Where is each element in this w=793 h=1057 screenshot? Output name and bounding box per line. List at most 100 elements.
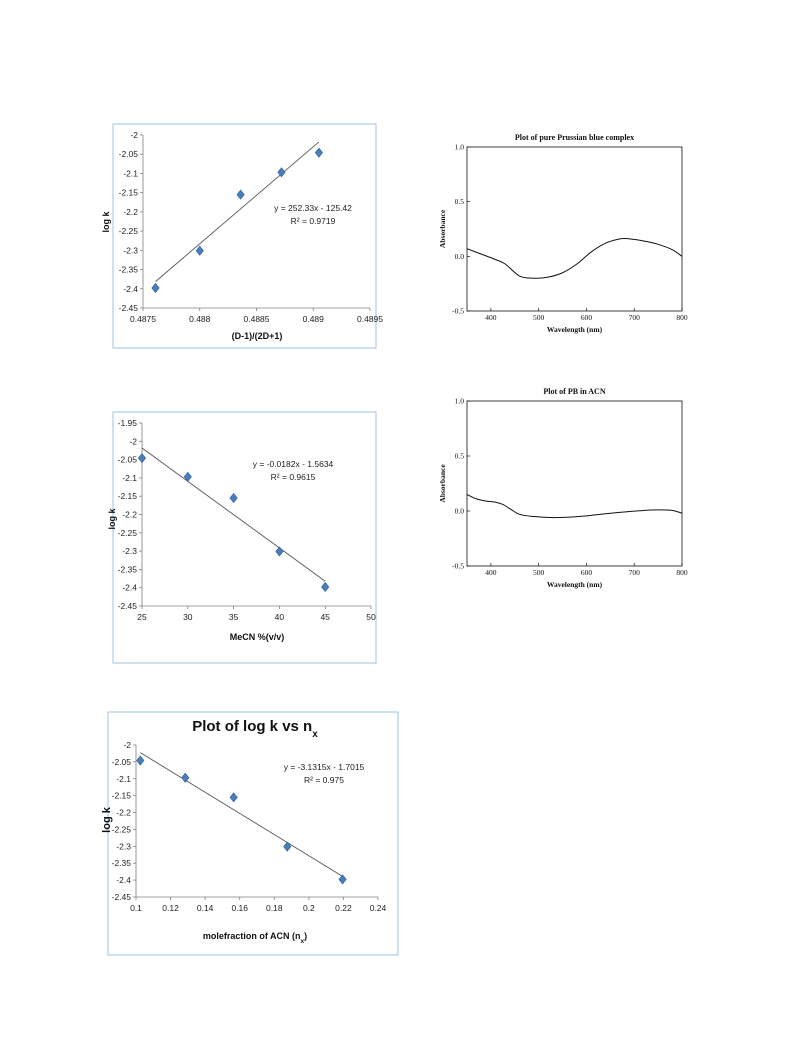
- trendline: [140, 752, 343, 877]
- x-tick-label: 0.18: [266, 903, 283, 913]
- plot-box: [466, 400, 683, 567]
- x-tick-label: 30: [183, 612, 193, 622]
- x-tick-label: 0.22: [335, 903, 352, 913]
- data-point: [321, 581, 330, 593]
- x-tick-label: 0.16: [231, 903, 248, 913]
- trendline: [155, 141, 320, 282]
- x-axis-label: molefraction of ACN (nx): [203, 931, 307, 945]
- y-tick-label: 1.0: [455, 397, 465, 406]
- y-tick-label: -2.15: [112, 791, 132, 801]
- data-point: [338, 874, 347, 885]
- y-tick-label: -2.1: [122, 473, 137, 483]
- x-axis-label-tail: ): [304, 931, 307, 941]
- chart-title-subscript: x: [312, 729, 318, 740]
- x-axis-label-subscript: x: [301, 938, 305, 945]
- y-tick-label: -1.95: [118, 418, 138, 428]
- x-tick-label: 45: [320, 612, 330, 622]
- x-tick-label: 0.4875: [130, 314, 156, 324]
- y-tick-label: -2.2: [116, 808, 131, 818]
- y-tick-label: -2.2: [123, 207, 138, 217]
- x-tick-label: 0.14: [197, 903, 214, 913]
- y-axis-label: Absorbance: [438, 209, 447, 248]
- x-tick-label: 700: [629, 568, 641, 577]
- data-point: [314, 147, 323, 158]
- y-tick-label: 1.0: [455, 143, 465, 152]
- data-point: [181, 772, 190, 783]
- y-tick-label: -2.05: [119, 149, 139, 159]
- trendline-equation: y = 252.33x - 125.42: [274, 203, 352, 213]
- x-axis-label: Wavelength (nm): [547, 325, 603, 334]
- x-axis-label: MeCN %(v/v): [230, 632, 285, 642]
- y-tick-label: -2.3: [123, 245, 138, 255]
- r-squared-label: R² = 0.9615: [271, 472, 316, 482]
- y-tick-label: -2.35: [118, 564, 138, 574]
- chart-title: Plot of PB in ACN: [543, 387, 605, 396]
- y-axis-label: log k: [101, 806, 113, 833]
- x-tick-label: 400: [485, 313, 497, 322]
- y-tick-label: -2.3: [122, 546, 137, 556]
- data-point: [283, 841, 292, 852]
- data-point: [277, 167, 286, 178]
- y-tick-label: -2.2: [122, 510, 137, 520]
- y-axis-label: log k: [101, 211, 111, 233]
- chart-1: -2 -2.05 -2.1 -2.15 -2.2 -2.25 -2.3 -2.35 -2.4 -2…: [101, 123, 383, 349]
- chart-5: -2 -2.05 -2.1 -2.15 -2.2 -2.25 -2.3 -2.35 -2.4 -2…: [101, 711, 399, 956]
- r-squared-label: R² = 0.9719: [291, 216, 336, 226]
- data-point: [151, 282, 160, 294]
- absorbance-curve: [466, 494, 683, 519]
- y-tick-label: -2.25: [112, 824, 132, 834]
- x-tick-label: 40: [275, 612, 285, 622]
- x-axis-label: Wavelength (nm): [547, 580, 603, 589]
- y-tick-label: -2: [130, 130, 138, 140]
- y-tick-label: -2.45: [112, 892, 132, 902]
- y-tick-label: -2.1: [116, 774, 131, 784]
- x-tick-label: 500: [533, 568, 545, 577]
- y-tick-label: -2.05: [112, 757, 132, 767]
- chart-title: Plot of pure Prussian blue complex: [515, 133, 634, 142]
- y-axis-label: log k: [107, 508, 117, 530]
- x-axis-label-text: molefraction of ACN (n: [203, 931, 301, 941]
- x-tick-label: 600: [581, 313, 593, 322]
- chart-title: Plot of log k vs nx: [192, 718, 318, 740]
- y-tick-label: -2.45: [118, 601, 138, 611]
- x-tick-label: 0.2: [303, 903, 315, 913]
- y-tick-label: -2: [123, 740, 131, 750]
- y-tick-label: -2.15: [119, 188, 139, 198]
- chart-frame: [112, 411, 377, 664]
- r-squared-label: R² = 0.975: [304, 775, 344, 785]
- x-tick-label: 0.489: [303, 314, 325, 324]
- data-point: [236, 189, 245, 200]
- y-tick-label: -0.5: [452, 307, 464, 316]
- x-axis-label-text: (D-1)/(2D+1): [232, 331, 283, 341]
- x-tick-label: 0.4895: [357, 314, 383, 324]
- y-tick-label: -0.5: [452, 562, 464, 571]
- x-tick-label: 0.1: [130, 903, 142, 913]
- y-tick-label: 0.5: [455, 197, 465, 206]
- data-point: [275, 546, 284, 557]
- y-tick-label: -2.35: [112, 858, 132, 868]
- data-point: [136, 755, 145, 766]
- y-tick-label: 0.0: [455, 507, 465, 516]
- x-tick-label: 800: [676, 313, 688, 322]
- chart-frame: [112, 123, 377, 349]
- data-point: [229, 492, 238, 504]
- chart-title-text: Plot of log k vs n: [192, 718, 312, 735]
- y-tick-label: -2.15: [118, 491, 138, 501]
- data-point: [229, 792, 238, 803]
- y-tick-label: -2.4: [122, 583, 137, 593]
- x-tick-label: 0.12: [162, 903, 179, 913]
- y-tick-label: -2.45: [119, 303, 139, 313]
- data-point: [195, 245, 204, 256]
- trendline-equation: y = -0.0182x - 1.5634: [253, 459, 334, 469]
- x-tick-label: 0.488: [189, 314, 211, 324]
- data-point: [137, 453, 147, 464]
- x-tick-label: 35: [229, 612, 239, 622]
- y-tick-label: -2.25: [118, 528, 138, 538]
- chart-frame: [107, 711, 399, 956]
- plot-box: [466, 146, 683, 312]
- x-tick-label: 50: [366, 612, 376, 622]
- x-tick-label: 0.4885: [244, 314, 270, 324]
- chart-2: 1.0 0.5 0.0 -0.5 400 500 600 700 800 Plot of pure…: [438, 133, 688, 334]
- y-tick-label: -2.4: [116, 875, 131, 885]
